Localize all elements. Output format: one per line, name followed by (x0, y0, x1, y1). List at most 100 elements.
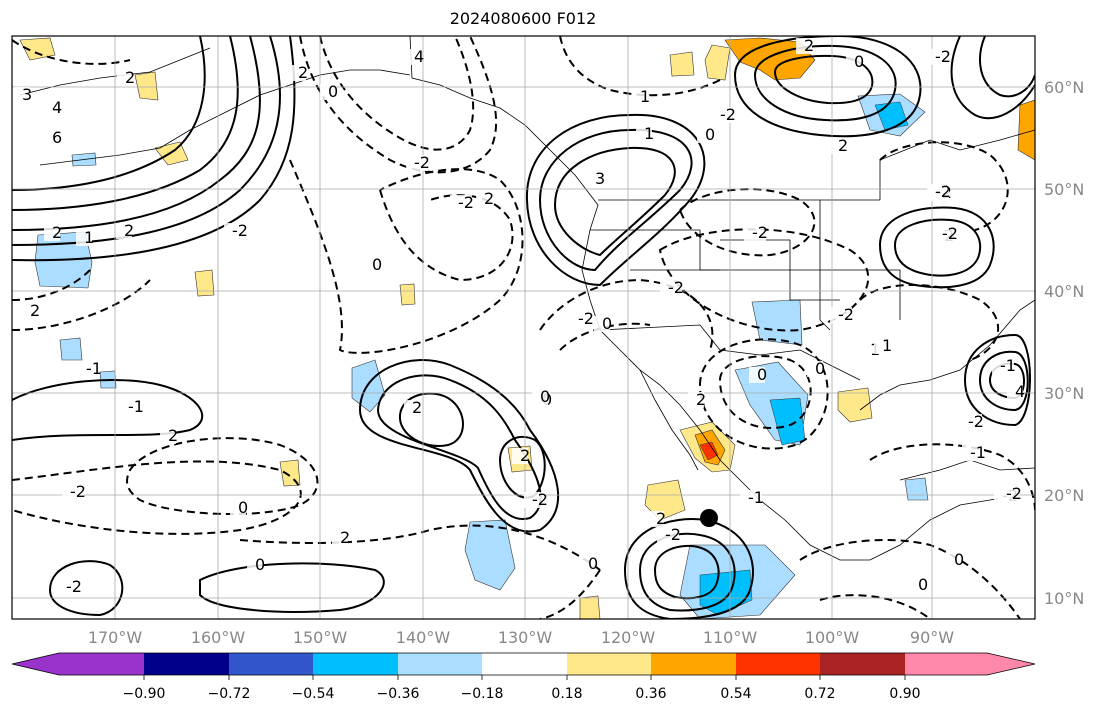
contour-label-bg (688, 392, 704, 408)
lon-tick-label: 100°W (805, 628, 860, 647)
contour-label-bg (632, 89, 648, 105)
contour-dashed (678, 188, 816, 257)
contour-value-label: 2 (52, 223, 62, 242)
contour-value-label: 6 (52, 128, 62, 147)
colorbar-segment (651, 653, 736, 675)
contour-label-bg (58, 579, 80, 595)
shade-positive (704, 44, 731, 81)
shade-positive (19, 37, 56, 61)
colorbar-ticks (143, 675, 906, 680)
contour-dashed (12, 39, 131, 65)
contour-solid (950, 36, 1035, 120)
contour-label-bg (22, 303, 38, 319)
colorbar-tick-label: −0.72 (208, 686, 251, 702)
contour-dashed (879, 141, 1009, 231)
colorbar-tick-label: 0.18 (551, 686, 582, 702)
contour-value-label: 2 (168, 426, 178, 445)
contour-label-bg (290, 65, 306, 81)
contour-value-label: -1 (128, 397, 144, 416)
colorbar-tick-label: 0.72 (804, 686, 835, 702)
shade-positive (644, 479, 686, 521)
contour-solid (653, 544, 720, 600)
coastline (639, 369, 699, 471)
contour-value-label: 2 (656, 509, 666, 528)
contour-value-label: 0 (705, 125, 715, 144)
contour-solid (12, 379, 204, 441)
contour-value-label: 2 (125, 68, 135, 87)
contour-value-label: 0 (918, 575, 928, 594)
contour-solid (733, 36, 922, 138)
contour-value-label: -2 (935, 47, 951, 66)
contour-value-label: 2 (804, 36, 814, 55)
contour-label-bg (934, 226, 956, 242)
colorbar-segment (59, 653, 144, 675)
contour-label-bg (960, 414, 982, 430)
colorbar-tick-label: 0.36 (635, 686, 666, 702)
contour-label-bg (44, 100, 60, 116)
border (819, 200, 831, 331)
shade-positive (699, 441, 719, 461)
lon-tick-label: 120°W (601, 628, 656, 647)
colorbar-segment (144, 653, 229, 675)
contour-solid (12, 36, 296, 262)
contour-label-bg (44, 225, 60, 241)
contour-value-label: -1 (748, 488, 764, 507)
contour-solid (963, 333, 1031, 427)
contour-label-layer: 34621-20-142130-220-221-220-2-22-2-202-1… (14, 36, 1025, 596)
contour-label-bg (524, 492, 546, 508)
colorbar-segment (229, 653, 313, 675)
contour-label-bg (320, 84, 336, 100)
contour-label-bg (78, 361, 100, 377)
contour-value-label: 2 (696, 390, 706, 409)
colorbar: −0.90 −0.72 −0.54 −0.36 −0.18 0.18 0.36 … (11, 652, 1036, 702)
contour-value-label: 2 (298, 63, 308, 82)
contour-solid (358, 359, 560, 533)
lat-tick-label: 40°N (1044, 282, 1084, 301)
contour-label-bg (580, 556, 596, 572)
contour-value-label: 1 (640, 87, 650, 106)
shade-negative (59, 337, 83, 361)
contour-solid (525, 113, 706, 287)
contour-label-bg (830, 307, 852, 323)
map-title: 2024080600 F012 (449, 9, 597, 28)
contour-value-label: 2 (484, 189, 494, 208)
border (630, 269, 901, 320)
contour-value-label: 2 (124, 221, 134, 240)
shade-positive (134, 71, 159, 101)
contour-value-label: 3 (595, 169, 605, 188)
contour-value-label: -2 (720, 105, 736, 124)
contour-solid (878, 206, 995, 289)
contour-value-label: -2 (66, 577, 82, 596)
map-background (12, 36, 1035, 619)
contour-value-label: -1 (1000, 356, 1016, 375)
contour-label-bg (224, 223, 246, 239)
contour-value-label: 0 (815, 359, 825, 378)
contour-solid (893, 218, 982, 277)
shade-negative (464, 519, 516, 591)
colorbar-segment (398, 653, 482, 675)
contour-label-bg (587, 171, 603, 187)
contour-layer (12, 36, 1035, 619)
lon-tick-label: 110°W (703, 628, 758, 647)
contour-solid (48, 560, 124, 617)
contour-value-label: -2 (668, 278, 684, 297)
contour-dashed (559, 36, 721, 97)
contour-dashed (319, 36, 475, 151)
contour-dashed (658, 228, 870, 332)
colorbar-tick-label: −0.36 (377, 686, 420, 702)
colorbar-segment (736, 653, 820, 675)
contour-solid (978, 350, 1029, 412)
contour-value-label: 0 (238, 498, 248, 517)
contour-solid (773, 54, 874, 105)
contour-value-label: 2 (340, 528, 350, 547)
contour-value-label: 3 (22, 85, 32, 104)
contour-label-bg (1007, 384, 1023, 400)
contour-label-bg (648, 511, 664, 527)
contour-value-label: -2 (414, 153, 430, 172)
contour-dashed (299, 36, 498, 174)
lat-tick-label: 20°N (1044, 486, 1084, 505)
contour-dashed (819, 594, 931, 619)
contour-label-bg (160, 428, 176, 444)
lon-tick-label: 130°W (498, 628, 553, 647)
